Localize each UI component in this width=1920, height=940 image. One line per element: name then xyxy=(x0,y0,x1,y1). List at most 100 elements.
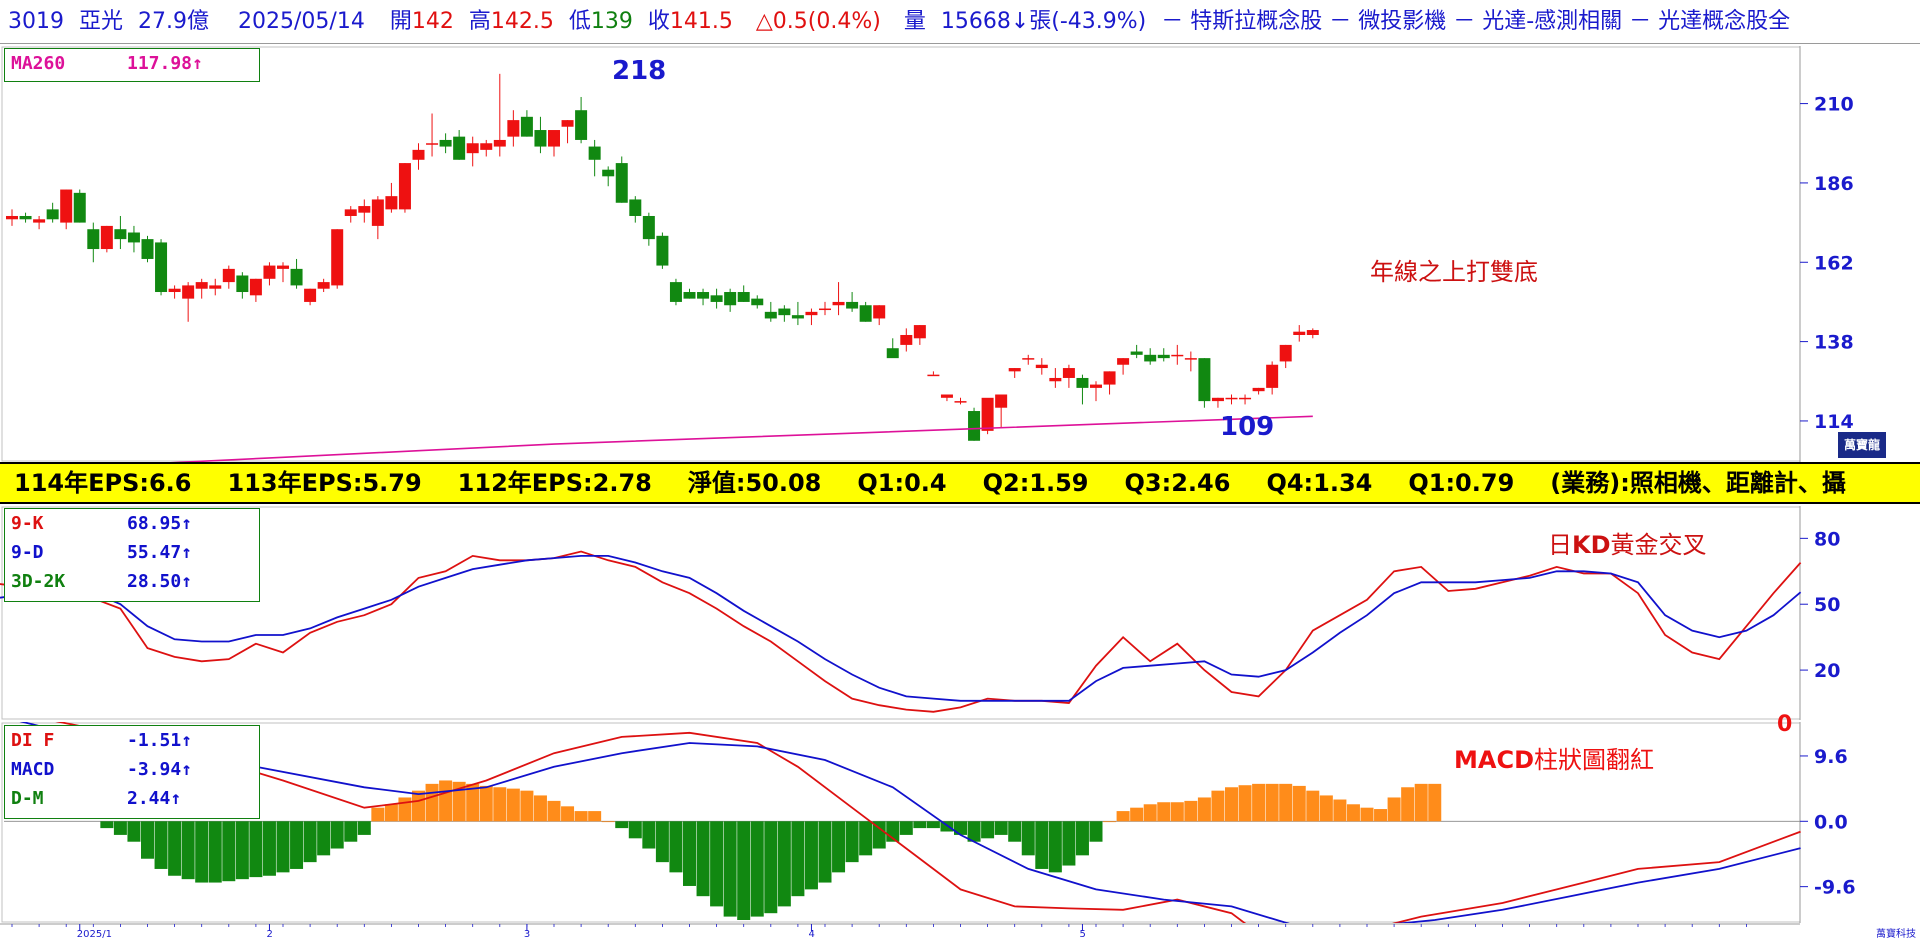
candle-body xyxy=(629,199,642,216)
date-tick-label: 2025/1 xyxy=(77,929,112,939)
candle-body xyxy=(385,196,398,210)
candle-body xyxy=(764,311,777,319)
macd-histogram-bar xyxy=(1075,821,1089,856)
kd-note-prefix: 日 xyxy=(1548,531,1572,559)
macd-histogram-bar xyxy=(804,821,818,890)
volume-label: 量 xyxy=(903,9,926,34)
date-tick-label: 4 xyxy=(808,929,814,939)
low-label: 低 xyxy=(568,9,591,34)
candle-body xyxy=(1225,397,1238,400)
candle-body xyxy=(697,292,710,299)
stock-name: 亞光 xyxy=(79,9,124,34)
candle-body xyxy=(642,215,655,240)
candle-body xyxy=(1062,368,1075,378)
y-tick-label: 50 xyxy=(1814,594,1840,616)
macd-histogram-bar xyxy=(398,797,412,822)
macd-note-suffix: 柱狀圖翻紅 xyxy=(1534,746,1654,774)
peak-label: 218 xyxy=(612,56,667,86)
candle-body xyxy=(1266,364,1279,388)
candle-body xyxy=(602,169,615,177)
macd-line xyxy=(19,722,1801,923)
macd-histogram-bar xyxy=(737,821,751,920)
candle-body xyxy=(575,110,588,140)
macd-histogram-bar xyxy=(235,821,249,880)
candle-body xyxy=(1076,377,1089,388)
candle-body xyxy=(141,239,154,259)
candle-body xyxy=(1293,331,1306,335)
y-tick-label: 9.6 xyxy=(1814,746,1848,768)
bottom-brand: 萬寶科技 xyxy=(1876,929,1916,940)
macd-histogram-bar xyxy=(1184,800,1198,822)
candle-body xyxy=(927,374,940,377)
close-value: 141.5 xyxy=(669,9,733,34)
macd-legend-dm-value: 2.44↑ xyxy=(127,788,182,809)
macd-histogram-bar xyxy=(954,821,967,835)
macd-legend-dif-label: DI F xyxy=(11,730,55,751)
eps-item: Q3:2.46 xyxy=(1124,469,1231,497)
candle-body xyxy=(588,146,601,160)
macd-histogram-bar xyxy=(357,821,371,835)
candle-body xyxy=(520,116,533,137)
macd-histogram-bar xyxy=(208,821,222,883)
market-cap: 27.9億 xyxy=(138,9,210,34)
macd-histogram-bar xyxy=(832,821,846,873)
stock-code: 3019 xyxy=(8,9,64,34)
candle-body xyxy=(263,265,276,279)
macd-histogram-bar xyxy=(1021,821,1035,856)
macd-histogram-bar xyxy=(262,821,276,876)
macd-note: MACD柱狀圖翻紅 xyxy=(1454,740,1654,775)
candle-body xyxy=(534,130,547,147)
candle-body xyxy=(805,311,818,316)
candle-body xyxy=(195,282,208,289)
ma-legend-value: 117.98↑ xyxy=(127,53,203,74)
macd-histogram-bar xyxy=(290,821,304,869)
candle-body xyxy=(290,268,303,286)
open-label: 開 xyxy=(389,9,412,34)
kd-legend-k-label: 9-K xyxy=(11,513,44,534)
candle-body xyxy=(466,143,479,154)
candle-body xyxy=(548,130,560,147)
macd-legend-macd-label: MACD xyxy=(11,759,55,780)
macd-histogram-bar xyxy=(1428,783,1442,822)
candle-body xyxy=(1117,358,1130,365)
price-change: △0.5(0.4%) xyxy=(755,9,881,34)
candle-body xyxy=(669,282,682,302)
date-tick-label: 5 xyxy=(1079,929,1085,939)
macd-histogram-bar xyxy=(1225,787,1238,822)
candle-body xyxy=(1279,344,1292,362)
kd-chart: 80 50 20 xyxy=(0,506,1840,720)
macd-note-macd: MACD xyxy=(1454,746,1534,774)
candle-body xyxy=(1103,371,1116,385)
candle-body xyxy=(724,292,737,306)
macd-histogram-bar xyxy=(628,821,642,839)
eps-item: Q1:0.4 xyxy=(857,469,947,497)
macd-histogram-bar xyxy=(439,780,453,822)
candle-body xyxy=(100,225,113,250)
quote-date: 2025/05/14 xyxy=(238,9,365,34)
macd-histogram-bar xyxy=(1306,790,1320,822)
macd-histogram-bar xyxy=(479,785,493,822)
kd-legend-d-label: 9-D xyxy=(11,542,44,563)
macd-legend-macd-value: -3.94↑ xyxy=(127,759,193,780)
macd-histogram-bar xyxy=(926,821,940,829)
macd-histogram-bar xyxy=(1035,821,1049,869)
y-tick-label: 20 xyxy=(1814,660,1840,682)
candle-body xyxy=(913,325,926,339)
macd-histogram-bar xyxy=(520,790,534,822)
macd-histogram-bar xyxy=(1238,785,1252,822)
macd-histogram-bar xyxy=(1319,795,1333,822)
macd-histogram-bar xyxy=(615,821,629,829)
y-tick-label: 162 xyxy=(1814,252,1854,274)
macd-histogram-bar xyxy=(683,821,696,886)
eps-item: 114年EPS:6.6 xyxy=(14,469,192,497)
candle-body xyxy=(751,298,764,306)
concept-tags: － 特斯拉概念股 － 微投影機 － 光達-感測相關 － 光達概念股全 xyxy=(1161,9,1791,34)
macd-histogram-bar xyxy=(222,821,236,882)
candle-body xyxy=(236,275,249,293)
candle-body xyxy=(426,143,439,145)
candle-body xyxy=(480,143,493,150)
candle-body xyxy=(1022,358,1035,360)
candle-body xyxy=(1211,397,1224,402)
macd-histogram-bar xyxy=(195,821,209,883)
candle-body xyxy=(615,163,628,203)
